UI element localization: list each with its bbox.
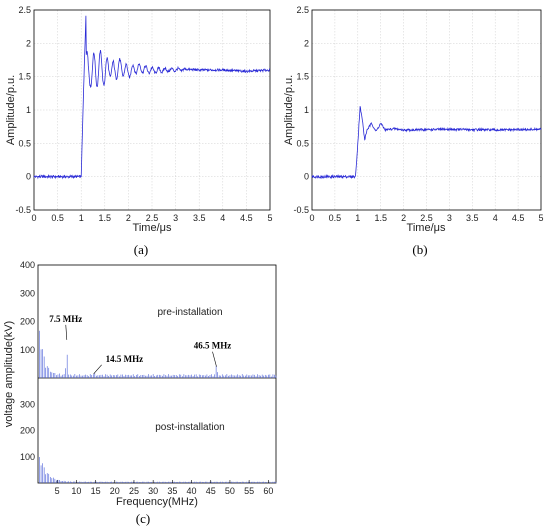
annotation-label: 14.5 MHz [106,354,143,364]
y-tick-label: 1 [26,105,31,115]
top-y-tick-label: 200 [20,317,35,327]
x-tick-label: 0.5 [329,213,342,223]
x-tick-label: 40 [187,486,197,496]
chart-b-xlabel: Time/μs [407,222,446,234]
y-tick-label: 0.5 [18,138,31,148]
x-tick-label: 3.5 [193,213,206,223]
x-tick-label: 5 [267,213,272,223]
y-tick-label: -0.5 [293,205,309,215]
x-tick-label: 10 [71,486,81,496]
y-tick-label: 2.5 [296,5,309,15]
x-tick-label: 2 [126,213,131,223]
chart-c-frame [37,264,277,484]
chart-b-ylabel: Amplitude/p.u. [283,75,295,145]
x-tick-label: 15 [91,486,101,496]
x-tick-label: 35 [167,486,177,496]
x-tick-label: 2 [401,213,406,223]
y-tick-label: 0 [26,172,31,182]
bottom-y-tick-label: 300 [20,399,35,409]
y-tick-label: 2 [304,38,309,48]
chart-c: 5 10 15 20 25 30 35 40 45 50 55 60 100 200 300 400 100 2… [3,260,277,526]
chart-b: 0 0.5 1 1.5 2 2.5 3 3.5 4 4.5 5 -0.500.511.522.5 T… [283,5,544,257]
x-tick-label: 2.5 [146,213,159,223]
x-tick-label: 60 [263,486,273,496]
chart-a-xlabel: Time/μs [133,222,172,234]
top-y-tick-label: 300 [20,288,35,298]
bottom-y-tick-label: 100 [20,452,35,462]
y-tick-label: 1.5 [296,72,309,82]
x-tick-label: 3.5 [466,213,479,223]
x-tick-label: 5 [538,213,543,223]
x-tick-label: 50 [225,486,235,496]
annotation-arrow [93,364,102,374]
y-tick-label: 1.5 [18,72,31,82]
x-tick-label: 25 [129,486,139,496]
x-tick-label: 1 [355,213,360,223]
x-tick-label: 3 [447,213,452,223]
chart-c-top-label: pre-installation [157,307,222,318]
chart-a-ylabel: Amplitude/p.u. [5,75,17,145]
annotation-arrow [212,351,217,367]
x-tick-label: 3 [173,213,178,223]
y-tick-label: 0 [304,172,309,182]
x-tick-label: 4 [220,213,225,223]
x-tick-label: 1.5 [99,213,112,223]
top-y-tick-label: 100 [20,345,35,355]
x-tick-label: 2.5 [420,213,433,223]
x-tick-label: 45 [206,486,216,496]
x-tick-label: 1.5 [374,213,387,223]
chart-a: 0 0.5 1 1.5 2 2.5 3 3.5 4 4.5 5 -0.500.511.522.5 T… [5,5,273,257]
x-tick-label: 20 [110,486,120,496]
x-tick-label: 1 [79,213,84,223]
y-tick-label: 2 [26,38,31,48]
chart-c-ylabel: voltage amplitude(kV) [3,321,15,427]
top-y-tick-label: 400 [20,260,35,270]
x-tick-label: 55 [244,486,254,496]
chart-b-series-line [311,106,542,180]
x-tick-label: 0.5 [51,213,64,223]
chart-a-caption: (a) [134,242,148,257]
x-tick-label: 0 [31,213,36,223]
y-tick-label: 1 [304,105,309,115]
x-tick-label: 5 [55,486,60,496]
chart-b-frame [311,9,542,211]
x-tick-label: 30 [148,486,158,496]
y-tick-label: 0.5 [296,138,309,148]
chart-c-caption: (c) [136,511,150,526]
annotation-arrow [65,324,68,340]
y-tick-label: 2.5 [18,5,31,15]
chart-b-caption: (b) [412,242,427,257]
annotation-label: 46.5 MHz [194,341,232,351]
x-tick-label: 4.5 [512,213,525,223]
x-tick-label: 4.5 [240,213,253,223]
annotation-label: 7.5 MHz [49,314,82,324]
y-tick-label: -0.5 [15,205,31,215]
bottom-y-tick-label: 200 [20,426,35,436]
x-tick-label: 4 [493,213,498,223]
x-tick-label: 0 [309,213,314,223]
chart-c-xlabel: Frequency(MHz) [116,496,198,508]
chart-a-frame [33,9,271,211]
chart-c-bottom-label: post-installation [155,422,224,433]
chart-a-series-line [33,15,271,180]
